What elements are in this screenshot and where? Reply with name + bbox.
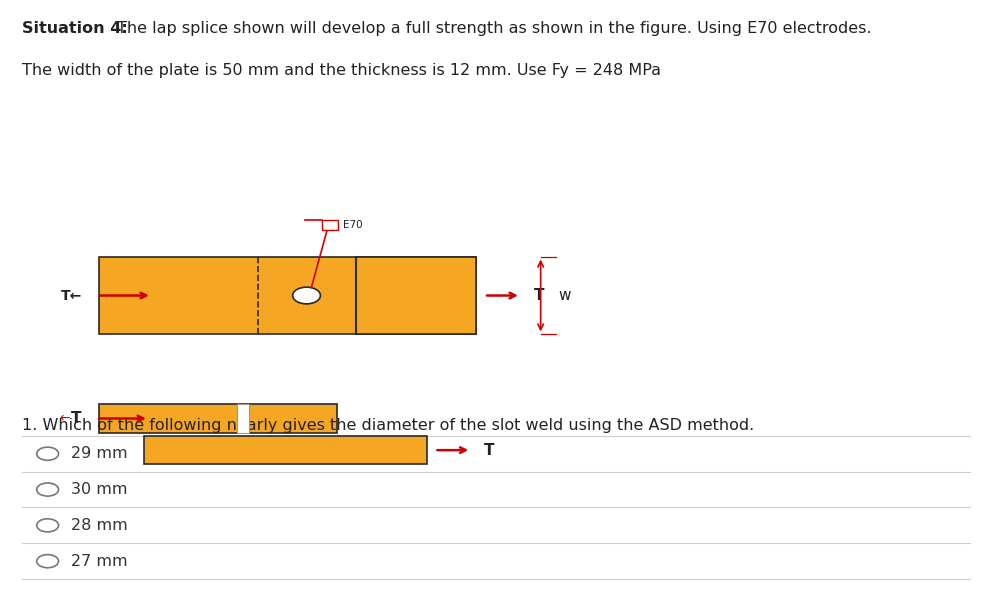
Text: T: T (534, 288, 545, 303)
Text: ←: ← (59, 412, 69, 425)
Text: 1. Which of the following nearly gives the diameter of the slot weld using the A: 1. Which of the following nearly gives t… (22, 418, 754, 433)
Bar (237, 404, 249, 433)
Text: E70: E70 (343, 220, 363, 230)
Bar (322, 220, 338, 230)
Text: 27 mm: 27 mm (71, 553, 128, 569)
Text: w: w (558, 288, 571, 303)
Circle shape (37, 555, 59, 568)
Circle shape (37, 483, 59, 496)
Text: 28 mm: 28 mm (71, 518, 128, 533)
Circle shape (37, 519, 59, 532)
Text: T←: T← (62, 288, 82, 303)
Bar (144, 436, 427, 464)
Text: The width of the plate is 50 mm and the thickness is 12 mm. Use Fy = 248 MPa: The width of the plate is 50 mm and the … (22, 63, 661, 78)
Text: The lap splice shown will develop a full strength as shown in the figure. Using : The lap splice shown will develop a full… (117, 21, 872, 36)
Text: T: T (70, 411, 81, 426)
Text: Situation 4:: Situation 4: (22, 21, 128, 36)
Bar (99, 257, 476, 334)
Bar (99, 404, 337, 433)
Text: 30 mm: 30 mm (71, 482, 128, 497)
Circle shape (293, 287, 320, 304)
Bar (355, 257, 476, 334)
Text: 29 mm: 29 mm (71, 446, 128, 461)
Text: T: T (484, 442, 495, 458)
Circle shape (37, 447, 59, 460)
